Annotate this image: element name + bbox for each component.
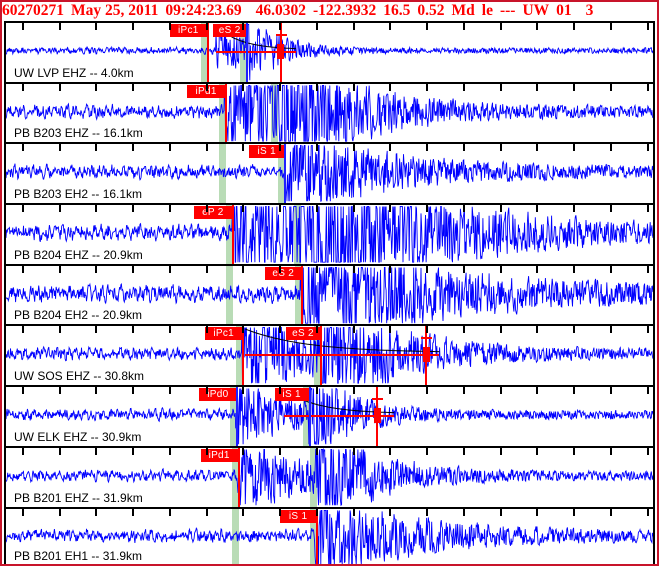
event-latitude: 46.0302: [255, 2, 306, 19]
station-label: PB B203 EHZ -- 16.1km: [14, 126, 143, 141]
trace-panel[interactable]: iS 1 PB B203 EH2 -- 16.1km: [4, 142, 655, 204]
trace-panel[interactable]: iS 1 PB B201 EH1 -- 31.9km: [4, 506, 655, 564]
phase-pick-flag[interactable]: eS 2: [265, 266, 302, 280]
trace-panel[interactable]: iPc1 eS 2 UW LVP EHZ -- 4.0km: [4, 21, 655, 82]
event-magnitude: 0.52: [417, 2, 445, 19]
trace-panel[interactable]: iPd1 PB B201 EHZ -- 31.9km: [4, 445, 655, 507]
waveform-plot[interactable]: [6, 205, 653, 264]
waveform-plot[interactable]: [6, 84, 653, 143]
station-label: UW LVP EHZ -- 4.0km: [14, 65, 134, 80]
phase-pick-flag[interactable]: iPc1: [169, 24, 207, 37]
phase-pick-flag[interactable]: iPd1: [187, 84, 225, 98]
trace-panel[interactable]: iPd0 iS 1 UW ELK EHZ -- 30.9km: [4, 385, 655, 446]
event-id: 60270271: [2, 2, 64, 19]
waveform-plot[interactable]: [6, 447, 653, 507]
trace-panel[interactable]: iPc1 eS 2 UW SOS EHZ -- 30.8km: [4, 324, 655, 386]
phase-pick-flag[interactable]: iS 1: [274, 388, 309, 402]
waveform-plot[interactable]: [6, 326, 653, 385]
phase-pick-flag[interactable]: eP 2: [193, 206, 233, 220]
waveform-plot[interactable]: [6, 266, 653, 325]
station-label: PB B201 EH1 -- 31.9km: [14, 549, 143, 564]
trace-panel[interactable]: eS 2 PB B204 EH2 -- 20.9km: [4, 263, 655, 325]
trace-panel-stack: iPc1 eS 2 UW LVP EHZ -- 4.0km iPd1 PB B203 E…: [4, 21, 655, 564]
trace-panel[interactable]: eP 2 PB B204 EHZ -- 20.9km: [4, 203, 655, 264]
station-label: PB B201 EHZ -- 31.9km: [14, 490, 143, 505]
event-mag-type: Md: [451, 2, 475, 19]
waveform-plot[interactable]: [6, 144, 653, 203]
event-quality: le: [481, 2, 493, 19]
station-label: UW SOS EHZ -- 30.8km: [14, 369, 145, 384]
station-label: PB B203 EH2 -- 16.1km: [14, 187, 143, 202]
phase-pick-flag[interactable]: eS 2: [285, 327, 321, 341]
event-dash: ---: [499, 2, 516, 19]
station-label: PB B204 EH2 -- 20.9km: [14, 308, 143, 323]
event-longitude: -122.3932: [312, 2, 377, 19]
phase-pick-flag[interactable]: iS 1: [249, 145, 285, 159]
event-network: UW: [522, 2, 550, 19]
event-date: May 25, 2011: [71, 2, 159, 19]
phase-pick-flag[interactable]: eS 2: [213, 24, 247, 37]
event-header: 60270271 May 25, 2011 09:24:23.69 46.0302 -1…: [2, 2, 657, 20]
event-count: 01: [556, 2, 572, 19]
phase-pick-flag[interactable]: iS 1: [280, 509, 316, 523]
phase-pick-flag[interactable]: iPd0: [199, 388, 237, 402]
event-depth: 16.5: [383, 2, 411, 19]
phase-pick-flag[interactable]: iPd1: [200, 448, 238, 462]
station-label: UW ELK EHZ -- 30.9km: [14, 429, 142, 444]
trace-panel[interactable]: iPd1 PB B203 EHZ -- 16.1km: [4, 81, 655, 143]
event-time: 09:24:23.69: [165, 2, 242, 19]
waveform-plot[interactable]: [6, 509, 653, 564]
phase-pick-flag[interactable]: iPc1: [205, 327, 243, 341]
station-label: PB B204 EHZ -- 20.9km: [14, 247, 143, 262]
event-trailing: 3: [585, 2, 594, 19]
